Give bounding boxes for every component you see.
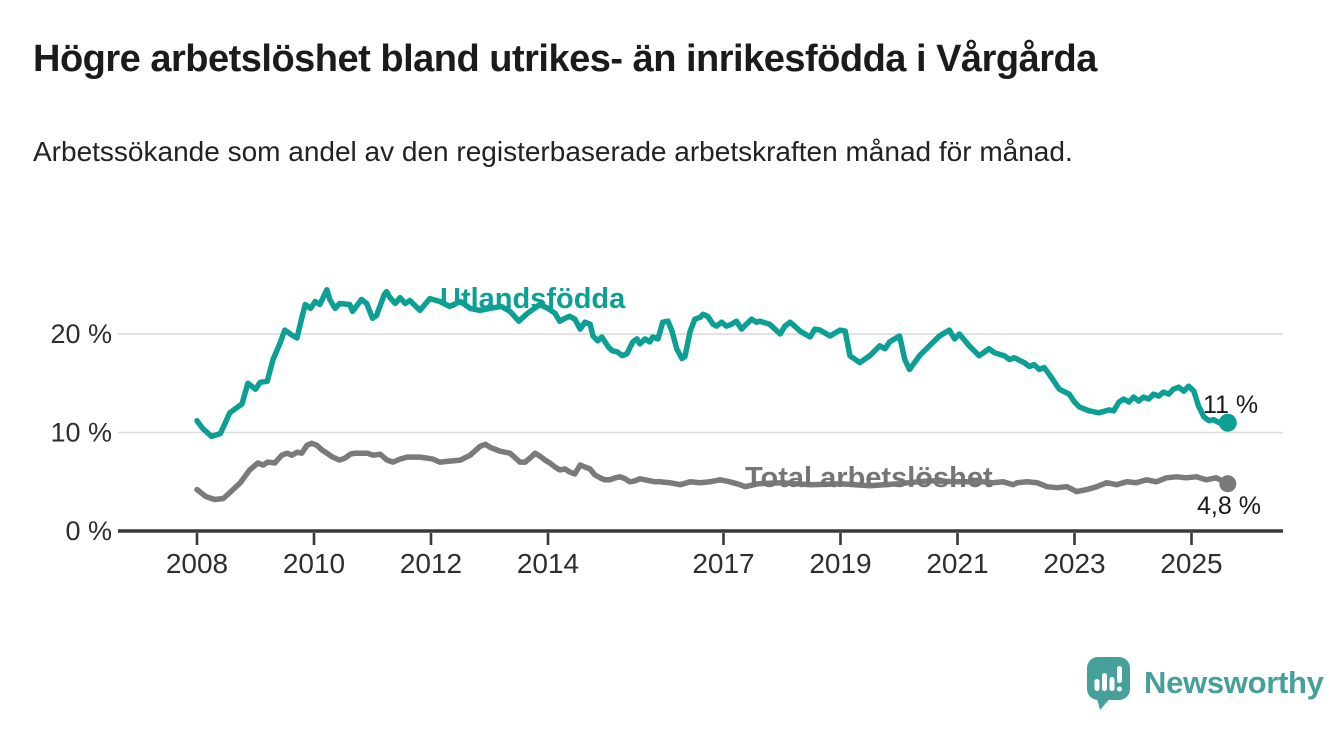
end-value-label-utlandsfodda: 11 % xyxy=(1203,391,1258,419)
x-tick-label: 2019 xyxy=(809,548,871,579)
series-label-utlandsfodda: Utlandsfödda xyxy=(440,283,626,315)
x-tick-label: 2023 xyxy=(1043,548,1105,579)
chart-labels-layer: Utlandsfödda Total arbetslöshet 11 % 4,8… xyxy=(440,283,1261,520)
x-tick-label: 2012 xyxy=(400,548,462,579)
series-line-utlandsfodda xyxy=(194,286,1231,440)
newsworthy-logo: Newsworthy xyxy=(1085,655,1324,711)
chart-subtitle: Arbetssökande som andel av den registerb… xyxy=(33,136,1073,167)
page-title: Högre arbetslöshet bland utrikes- än inr… xyxy=(33,38,1097,80)
brand-name: Newsworthy xyxy=(1144,665,1324,700)
chart-generated-layer: 2008 2010 2012 2014 2017 2019 2021 2023 2025 0 % 1… xyxy=(50,286,1283,579)
y-tick-label: 20 % xyxy=(50,319,112,349)
end-dot-total xyxy=(1219,475,1237,493)
series-label-total-arbetsloshet: Total arbetslöshet xyxy=(745,462,993,494)
x-tick-label: 2008 xyxy=(166,548,228,579)
x-tick-label: 2025 xyxy=(1160,548,1222,579)
x-tick-label: 2021 xyxy=(926,548,988,579)
series-line-total xyxy=(194,440,1231,503)
x-tick-label: 2014 xyxy=(517,548,579,579)
y-tick-label: 0 % xyxy=(65,516,112,546)
y-tick-label: 10 % xyxy=(50,418,112,448)
x-tick-label: 2010 xyxy=(283,548,345,579)
chart-canvas: 2008 2010 2012 2014 2017 2019 2021 2023 2025 0 % 1… xyxy=(50,283,1283,579)
end-value-label-total: 4,8 % xyxy=(1197,492,1261,520)
newsworthy-bubble-chart-icon xyxy=(1087,657,1130,710)
end-dot-utlandsfodda xyxy=(1218,413,1237,432)
line-chart: 2008 2010 2012 2014 2017 2019 2021 2023 2025 0 % 1… xyxy=(0,248,1340,598)
x-tick-label: 2017 xyxy=(692,548,754,579)
